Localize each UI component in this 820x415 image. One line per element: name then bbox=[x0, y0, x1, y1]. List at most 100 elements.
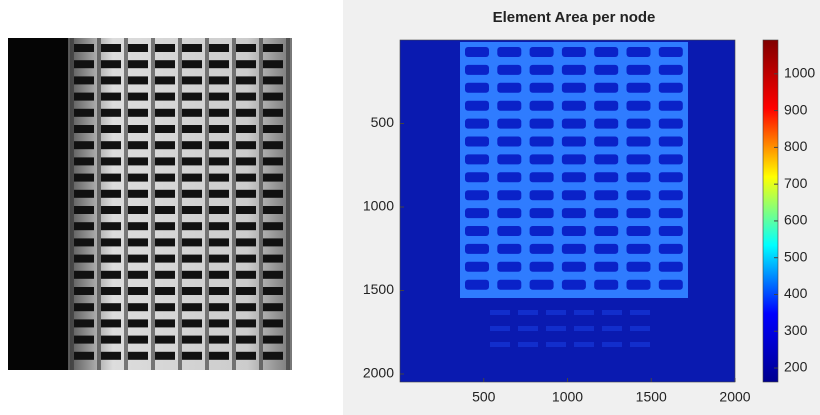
photo-hole bbox=[101, 319, 121, 328]
photo-hole bbox=[209, 92, 229, 101]
photo-hole bbox=[182, 76, 202, 85]
mesh-hole bbox=[594, 172, 619, 183]
mesh-hole bbox=[626, 47, 651, 57]
photo bbox=[8, 38, 292, 370]
mesh-hole bbox=[594, 154, 619, 165]
photo-hole bbox=[128, 319, 148, 328]
mesh-hole bbox=[465, 100, 489, 111]
photo-hole bbox=[74, 351, 94, 360]
mesh-hole bbox=[465, 47, 489, 57]
photo-hole bbox=[236, 173, 256, 182]
photo-hole bbox=[155, 157, 175, 166]
mesh-hole bbox=[626, 261, 651, 272]
photo-hole bbox=[263, 222, 283, 231]
photo-hole bbox=[182, 173, 202, 182]
photo-post bbox=[124, 38, 128, 370]
x-tick-label: 1500 bbox=[636, 389, 667, 405]
photo-hole bbox=[101, 125, 121, 133]
mesh-hole bbox=[561, 261, 586, 272]
photo-hole bbox=[155, 189, 175, 198]
photo-hole bbox=[128, 222, 148, 231]
photo-hole bbox=[209, 108, 229, 117]
photo-hole bbox=[263, 287, 283, 295]
photo-hole bbox=[128, 157, 148, 166]
mesh-hole bbox=[626, 82, 651, 93]
mesh-hole bbox=[497, 243, 522, 254]
photo-hole bbox=[74, 44, 94, 52]
colorbar-tick-label: 200 bbox=[784, 359, 808, 375]
ghost-hole bbox=[574, 310, 594, 315]
mesh-hole bbox=[561, 82, 586, 93]
photo-hole bbox=[74, 141, 94, 150]
mesh-hole bbox=[529, 154, 554, 165]
photo-hole bbox=[128, 335, 148, 344]
photo-hole bbox=[209, 76, 229, 85]
photo-hole bbox=[263, 76, 283, 85]
mesh-hole bbox=[594, 47, 619, 57]
y-tick-label: 1500 bbox=[363, 281, 394, 297]
x-tick-label: 1000 bbox=[552, 389, 583, 405]
colorbar-tick-label: 300 bbox=[784, 322, 808, 338]
photo-hole bbox=[209, 44, 229, 52]
photo-hole bbox=[101, 189, 121, 198]
mesh-hole bbox=[465, 118, 489, 129]
mesh-hole bbox=[497, 226, 522, 236]
mesh-hole bbox=[529, 172, 554, 183]
colorbar bbox=[762, 39, 779, 383]
mesh-hole bbox=[465, 172, 489, 183]
mesh-hole bbox=[561, 208, 586, 219]
photo-hole bbox=[128, 238, 148, 247]
ghost-hole bbox=[574, 342, 594, 347]
x-tick-label: 2000 bbox=[719, 389, 750, 405]
photo-hole bbox=[128, 141, 148, 150]
photo-hole bbox=[182, 108, 202, 117]
photo-hole bbox=[182, 351, 202, 360]
photo-hole bbox=[155, 222, 175, 231]
mesh-hole bbox=[658, 136, 683, 147]
photo-hole bbox=[263, 125, 283, 133]
photo-hole bbox=[128, 125, 148, 133]
mesh-hole bbox=[529, 279, 554, 290]
mesh-hole bbox=[626, 190, 651, 201]
photo-hole bbox=[263, 44, 283, 52]
photo-hole bbox=[155, 76, 175, 85]
mesh-hole bbox=[594, 243, 619, 254]
ghost-hole bbox=[518, 342, 538, 347]
photo-hole bbox=[236, 92, 256, 101]
photo-hole bbox=[74, 60, 94, 69]
photo-hole bbox=[128, 270, 148, 279]
mesh-hole bbox=[626, 226, 651, 236]
photo-hole bbox=[155, 254, 175, 263]
photo-hole bbox=[101, 270, 121, 279]
photo-hole bbox=[182, 92, 202, 101]
photo-hole bbox=[74, 206, 94, 214]
colorbar-tick-label: 500 bbox=[784, 248, 808, 264]
photo-hole bbox=[101, 238, 121, 247]
photo-hole bbox=[209, 60, 229, 69]
photo-hole bbox=[236, 189, 256, 198]
mesh-hole bbox=[529, 208, 554, 219]
mesh-hole bbox=[497, 261, 522, 272]
photo-hole bbox=[182, 189, 202, 198]
photo-hole bbox=[182, 303, 202, 312]
mesh-hole bbox=[561, 279, 586, 290]
mesh-hole bbox=[658, 82, 683, 93]
photo-hole bbox=[209, 173, 229, 182]
mesh-hole bbox=[626, 279, 651, 290]
ghost-hole bbox=[490, 310, 510, 315]
mesh-hole bbox=[658, 208, 683, 219]
mesh-hole bbox=[658, 118, 683, 129]
x-tick-label: 500 bbox=[472, 389, 496, 405]
mesh-hole bbox=[658, 190, 683, 201]
photo-hole bbox=[263, 108, 283, 117]
heatmap bbox=[399, 39, 736, 383]
ghost-hole bbox=[574, 326, 594, 331]
photo-hole bbox=[236, 238, 256, 247]
mesh-hole bbox=[658, 47, 683, 57]
photo-hole bbox=[209, 287, 229, 295]
photo-hole bbox=[74, 254, 94, 263]
mesh-hole bbox=[626, 172, 651, 183]
mesh-hole bbox=[529, 64, 554, 75]
photo-hole bbox=[236, 141, 256, 150]
photo-hole bbox=[263, 60, 283, 69]
